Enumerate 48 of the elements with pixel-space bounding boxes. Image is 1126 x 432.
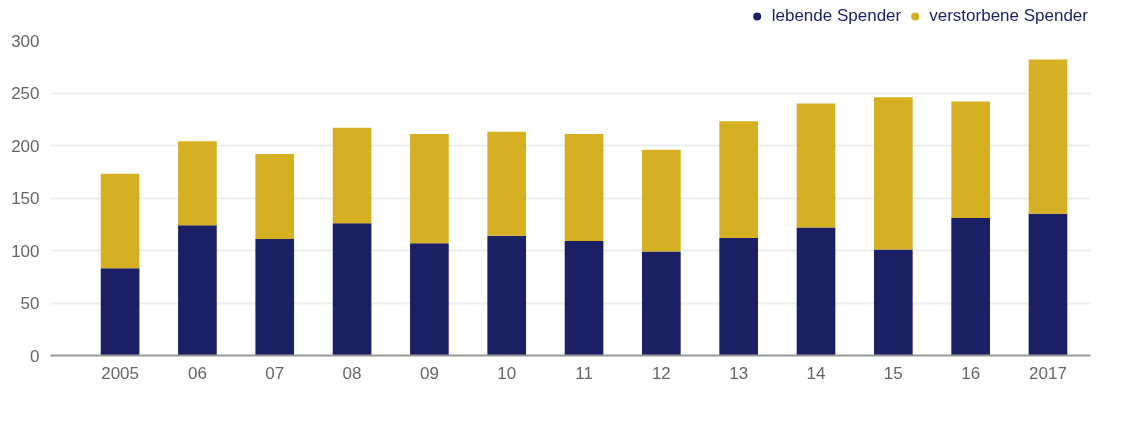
bar — [410, 133, 449, 244]
y-tick-label: 0 — [30, 346, 40, 366]
y-tick-label: 250 — [11, 84, 40, 103]
bar — [255, 238, 295, 356]
x-tick-label: 06 — [187, 363, 207, 383]
x-tick-label: 13 — [729, 363, 749, 383]
y-tick-label: 200 — [11, 136, 40, 156]
bar — [642, 251, 681, 356]
legend-label: lebende Spender — [771, 6, 902, 26]
bar — [796, 227, 836, 356]
bar — [719, 121, 759, 238]
x-tick-label: 15 — [883, 363, 903, 383]
bar — [100, 268, 140, 356]
bar — [1028, 213, 1068, 356]
bar — [255, 153, 295, 239]
bar — [642, 149, 681, 252]
bar — [1028, 59, 1068, 214]
bar — [487, 131, 527, 236]
bar — [178, 225, 217, 356]
x-tick-label: 2005 — [101, 363, 140, 383]
bar — [951, 101, 990, 218]
x-tick-label: 11 — [575, 363, 593, 383]
bar — [873, 97, 913, 250]
x-tick-label: 10 — [497, 363, 517, 383]
x-tick-label: 16 — [961, 363, 981, 383]
y-tick-label: 100 — [11, 241, 40, 261]
bar — [796, 103, 836, 228]
bar — [719, 237, 759, 356]
bar — [332, 223, 372, 356]
x-tick-label: 2017 — [1029, 363, 1067, 383]
legend-label: verstorbene Spender — [929, 6, 1088, 26]
bar — [332, 127, 372, 224]
y-tick-label: 50 — [20, 294, 40, 313]
bar — [410, 243, 449, 356]
bar — [564, 133, 604, 242]
x-tick-label: 12 — [651, 363, 671, 383]
bar — [487, 235, 527, 356]
bar — [951, 217, 990, 356]
x-tick-label: 14 — [806, 363, 826, 383]
bar — [873, 249, 913, 356]
bar — [100, 173, 140, 269]
x-tick-label: 08 — [342, 363, 362, 383]
y-tick-label: 150 — [11, 189, 40, 208]
y-tick-label: 300 — [11, 31, 40, 51]
x-tick-label: 09 — [419, 363, 439, 383]
bar — [178, 141, 217, 226]
x-tick-label: 07 — [265, 363, 285, 383]
bar — [564, 241, 604, 356]
